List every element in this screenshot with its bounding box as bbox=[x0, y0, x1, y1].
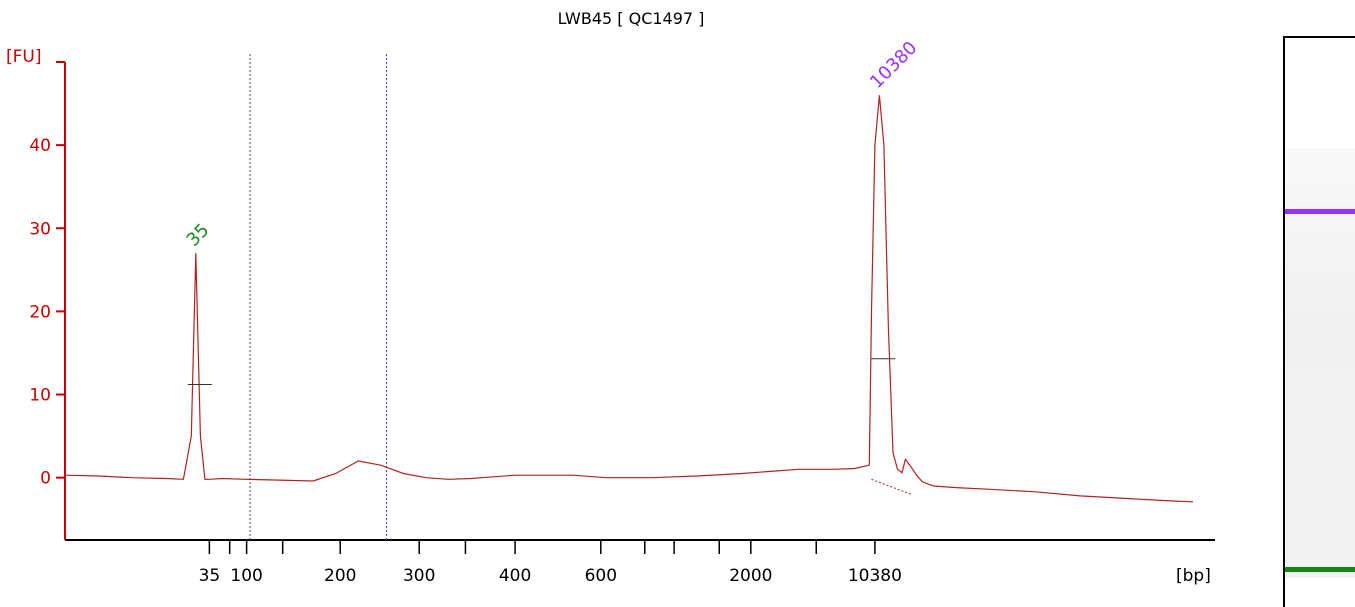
trace-line bbox=[64, 95, 1194, 503]
peak-baseline bbox=[871, 478, 912, 495]
y-tick-label: 40 bbox=[29, 136, 51, 156]
gel-image bbox=[1283, 36, 1355, 607]
peak-label: 10380 bbox=[866, 37, 921, 92]
x-tick-label: 100 bbox=[230, 566, 262, 586]
region-markers bbox=[249, 54, 387, 540]
peak-label: 35 bbox=[183, 220, 214, 251]
x-tick-label: 600 bbox=[585, 566, 617, 586]
y-tick-label: 30 bbox=[29, 219, 51, 239]
x-tick-label: 35 bbox=[199, 566, 221, 586]
trace-layer bbox=[64, 95, 1194, 503]
gel-lane bbox=[1285, 148, 1355, 578]
gel-band bbox=[1285, 208, 1355, 214]
axes: 0 10 20 30 40 35 100 200 300 400 600 2000 10380 bbox=[29, 61, 1215, 586]
x-tick-label: 10380 bbox=[848, 566, 902, 586]
x-tick-label: 300 bbox=[403, 566, 435, 586]
peak-labels: 35 10380 bbox=[183, 37, 921, 495]
gel-band bbox=[1285, 567, 1355, 573]
x-tick-label: 400 bbox=[499, 566, 531, 586]
electropherogram: LWB45 [ QC1497 ] 0 10 20 30 40 35 100 200 300 400… bbox=[6, 9, 1215, 586]
x-tick-label: 2000 bbox=[729, 566, 772, 586]
chart-title: LWB45 [ QC1497 ] bbox=[558, 9, 705, 28]
x-tick-label: 200 bbox=[324, 566, 356, 586]
y-tick-label: 0 bbox=[40, 469, 51, 489]
y-tick-label: 20 bbox=[29, 302, 51, 322]
y-tick-label: 10 bbox=[29, 386, 51, 406]
y-axis-label: [FU] bbox=[6, 47, 42, 67]
x-axis-label: [bp] bbox=[1176, 566, 1211, 586]
